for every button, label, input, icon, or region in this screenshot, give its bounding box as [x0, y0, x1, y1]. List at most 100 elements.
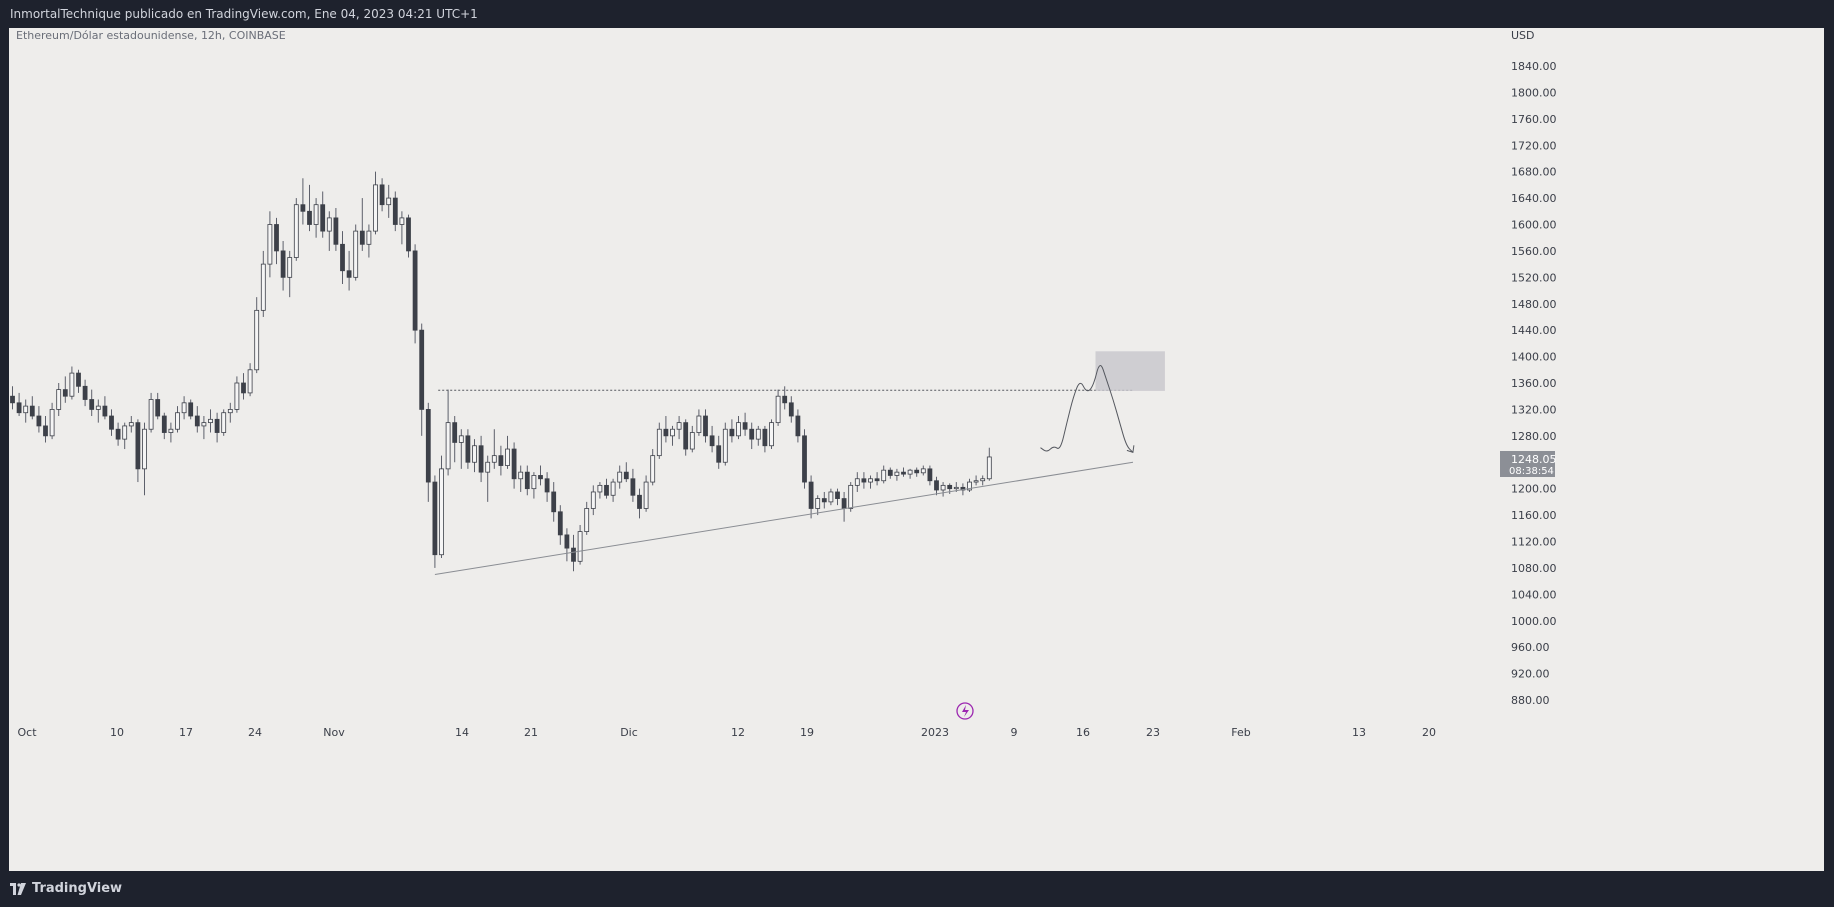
candle: [439, 455, 444, 559]
candle: [62, 376, 68, 403]
time-tick-label: 16: [1076, 726, 1090, 739]
time-tick-label: Feb: [1231, 726, 1250, 739]
candle: [881, 465, 887, 484]
candle: [274, 217, 279, 265]
candle: [722, 422, 728, 466]
candle: [181, 396, 187, 420]
price-axis[interactable]: USD 1840.00 1800.00 1760.00 1720.00 1680.00 1…: [1511, 29, 1557, 707]
candle: [36, 406, 42, 433]
footer-bar: TradingView: [0, 871, 1834, 907]
candle: [69, 366, 75, 400]
candle: [49, 402, 55, 440]
candle: [524, 465, 530, 496]
candle: [676, 416, 682, 440]
time-tick-label: 24: [248, 726, 262, 739]
candle: [828, 488, 834, 506]
candle: [241, 373, 246, 400]
price-chart[interactable]: Ethereum/Dólar estadounidense, 12h, COIN…: [9, 28, 1824, 871]
candle: [755, 425, 761, 446]
candle: [485, 455, 491, 502]
candle: [89, 389, 95, 417]
candle: [571, 534, 576, 572]
candle: [901, 467, 906, 477]
candle: [980, 475, 986, 486]
candle: [920, 465, 926, 476]
projected-path[interactable]: [1040, 365, 1134, 453]
candle: [973, 475, 979, 486]
candle: [696, 409, 702, 436]
candle: [762, 425, 768, 453]
candle: [709, 425, 715, 453]
candle: [29, 396, 35, 420]
candle: [76, 369, 81, 393]
time-tick-label: 13: [1352, 726, 1366, 739]
candle: [940, 482, 946, 497]
time-tick-label: 23: [1146, 726, 1160, 739]
candle: [260, 250, 266, 317]
candle: [95, 399, 101, 423]
publication-text: InmortalTechnique publicado en TradingVi…: [10, 7, 478, 21]
candle: [788, 396, 794, 423]
candle: [227, 402, 233, 423]
event-flash-icon[interactable]: [956, 702, 974, 720]
price-tick-label: 1640.00: [1511, 192, 1557, 205]
candle: [188, 399, 194, 420]
price-tick-label: 1720.00: [1511, 139, 1557, 152]
candle: [419, 323, 425, 436]
chart-area[interactable]: Ethereum/Dólar estadounidense, 12h, COIN…: [9, 28, 1824, 871]
candle: [907, 468, 913, 479]
candle: [986, 447, 992, 481]
candle: [854, 472, 860, 492]
candle: [637, 488, 642, 519]
candle: [630, 468, 636, 502]
candle: [135, 419, 141, 483]
tradingview-logo[interactable]: TradingView: [10, 881, 122, 896]
candle: [538, 465, 543, 486]
target-zone-box[interactable]: [1095, 351, 1165, 391]
price-tick-label: 1680.00: [1511, 166, 1557, 179]
candle: [656, 422, 662, 459]
candle: [511, 442, 517, 489]
price-tick-label: 1080.00: [1511, 562, 1557, 575]
price-tick-label: 1840.00: [1511, 60, 1557, 73]
candle: [769, 419, 774, 450]
candle: [234, 376, 240, 413]
time-tick-label: 20: [1422, 726, 1436, 739]
price-tick-label: 1120.00: [1511, 536, 1557, 549]
price-tick-label: 1200.00: [1511, 483, 1557, 496]
candle: [703, 409, 708, 443]
price-tick-label: 1320.00: [1511, 403, 1557, 416]
candle: [406, 214, 411, 258]
candle: [577, 524, 583, 565]
candle: [307, 184, 312, 232]
candle: [742, 412, 748, 436]
candle: [399, 211, 405, 245]
candle: [43, 416, 48, 443]
time-tick-label: 14: [455, 726, 469, 739]
candle: [894, 468, 900, 481]
candle: [604, 478, 609, 499]
candle: [161, 412, 167, 440]
candle: [643, 475, 649, 512]
candle: [366, 224, 372, 258]
time-axis[interactable]: Oct 10 17 24 Nov 14 21 Dic 12 19 2023 9 16 23 Feb 13 20: [17, 726, 1436, 739]
candle: [445, 389, 451, 476]
support-trendline[interactable]: [434, 461, 1134, 576]
candle: [808, 475, 814, 519]
candle: [815, 495, 821, 516]
candle: [861, 472, 867, 489]
candle: [597, 482, 603, 499]
candle: [432, 475, 438, 568]
candle: [716, 435, 722, 469]
candle: [373, 171, 378, 235]
time-tick-label: 21: [524, 726, 538, 739]
time-tick-label: 9: [1011, 726, 1018, 739]
candle: [267, 211, 273, 278]
candle: [23, 399, 29, 423]
candle: [122, 422, 128, 450]
candle: [610, 478, 616, 502]
candle: [729, 419, 735, 443]
price-tick-label: 1560.00: [1511, 245, 1557, 258]
candle: [736, 416, 741, 440]
time-tick-label: 10: [110, 726, 124, 739]
